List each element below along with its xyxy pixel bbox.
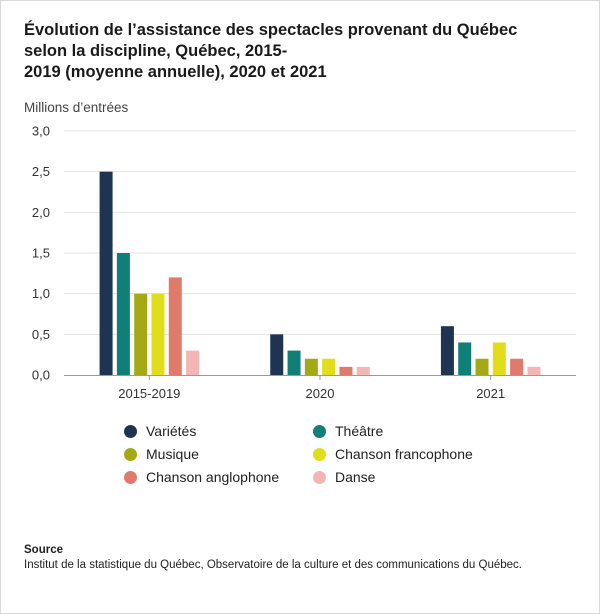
bar-2015-2019-5 xyxy=(186,350,200,375)
bar-2015-2019-1 xyxy=(116,253,130,375)
legend-swatch xyxy=(124,470,137,484)
legend-label: Musique xyxy=(146,446,199,462)
legend-label: Variétés xyxy=(146,423,197,439)
legend-item: Musique xyxy=(124,444,199,464)
source-label: Source xyxy=(24,544,63,556)
y-tick-label: 1,0 xyxy=(32,286,50,301)
bar-2015-2019-2 xyxy=(134,293,148,375)
chart-title-line-1: Évolution de l’assistance des spectacles… xyxy=(24,21,518,39)
bar-2020-4 xyxy=(339,366,353,375)
y-tick-label: 0,0 xyxy=(32,368,50,383)
legend-swatch xyxy=(313,447,326,461)
y-axis-ticks: 0,0 0,5 1,0 1,5 2,0 2,5 3,0 xyxy=(32,124,50,383)
x-tick-label: 2015-2019 xyxy=(118,386,180,401)
bar-2021-0 xyxy=(440,326,454,375)
legend-swatch xyxy=(124,424,137,438)
legend-swatch xyxy=(313,424,326,438)
y-tick-label: 2,0 xyxy=(32,205,50,220)
bar-chart: Millions d’entrées 0,0 0,5 1,0 1,5 2,0 2,5 3,0… xyxy=(24,100,576,401)
legend-label: Chanson anglophone xyxy=(146,469,280,485)
bar-2021-5 xyxy=(527,366,541,375)
bar-2020-3 xyxy=(322,358,336,375)
bar-2020-0 xyxy=(270,334,284,375)
y-tick-label: 3,0 xyxy=(32,124,50,139)
bar-2015-2019-0 xyxy=(99,171,113,375)
source-note: Source Institut de la statistique du Qué… xyxy=(24,543,574,573)
y-axis-unit-label: Millions d’entrées xyxy=(24,100,129,115)
x-axis-ticks: 2015-2019 2020 2021 xyxy=(118,375,505,401)
legend-item: Danse xyxy=(313,467,375,487)
legend-label: Danse xyxy=(335,469,376,485)
bar-2020-2 xyxy=(304,358,318,375)
chart-title-line-3: 2019 (moyenne annuelle), 2020 et 2021 xyxy=(24,63,327,81)
legend-label: Théâtre xyxy=(335,423,384,439)
chart-title: Évolution de l’assistance des spectacles… xyxy=(24,20,564,83)
source-text: Institut de la statistique du Québec, Ob… xyxy=(24,559,522,571)
chart-title-line-2: selon la discipline, Québec, 2015- xyxy=(24,42,288,60)
legend-swatch xyxy=(313,470,326,484)
bar-2021-2 xyxy=(475,358,489,375)
legend-label: Chanson francophone xyxy=(335,446,473,462)
bar-2020-1 xyxy=(287,350,301,375)
y-tick-label: 0,5 xyxy=(32,327,50,342)
bar-2021-3 xyxy=(492,342,506,375)
bar-2015-2019-4 xyxy=(168,277,182,375)
legend-item: Chanson anglophone xyxy=(124,467,279,487)
legend-item: Chanson francophone xyxy=(313,444,473,464)
bar-2015-2019-3 xyxy=(151,293,165,375)
legend-swatch xyxy=(124,447,137,461)
y-tick-label: 1,5 xyxy=(32,246,50,261)
bar-2021-1 xyxy=(458,342,472,375)
bars xyxy=(99,171,541,375)
x-tick-label: 2020 xyxy=(306,386,335,401)
legend-item: Théâtre xyxy=(313,421,383,441)
bar-2020-5 xyxy=(356,366,370,375)
y-tick-label: 2,5 xyxy=(32,164,50,179)
bar-2021-4 xyxy=(510,358,524,375)
legend-item: Variétés xyxy=(124,421,196,441)
x-tick-label: 2021 xyxy=(476,386,505,401)
gridlines xyxy=(64,130,576,335)
